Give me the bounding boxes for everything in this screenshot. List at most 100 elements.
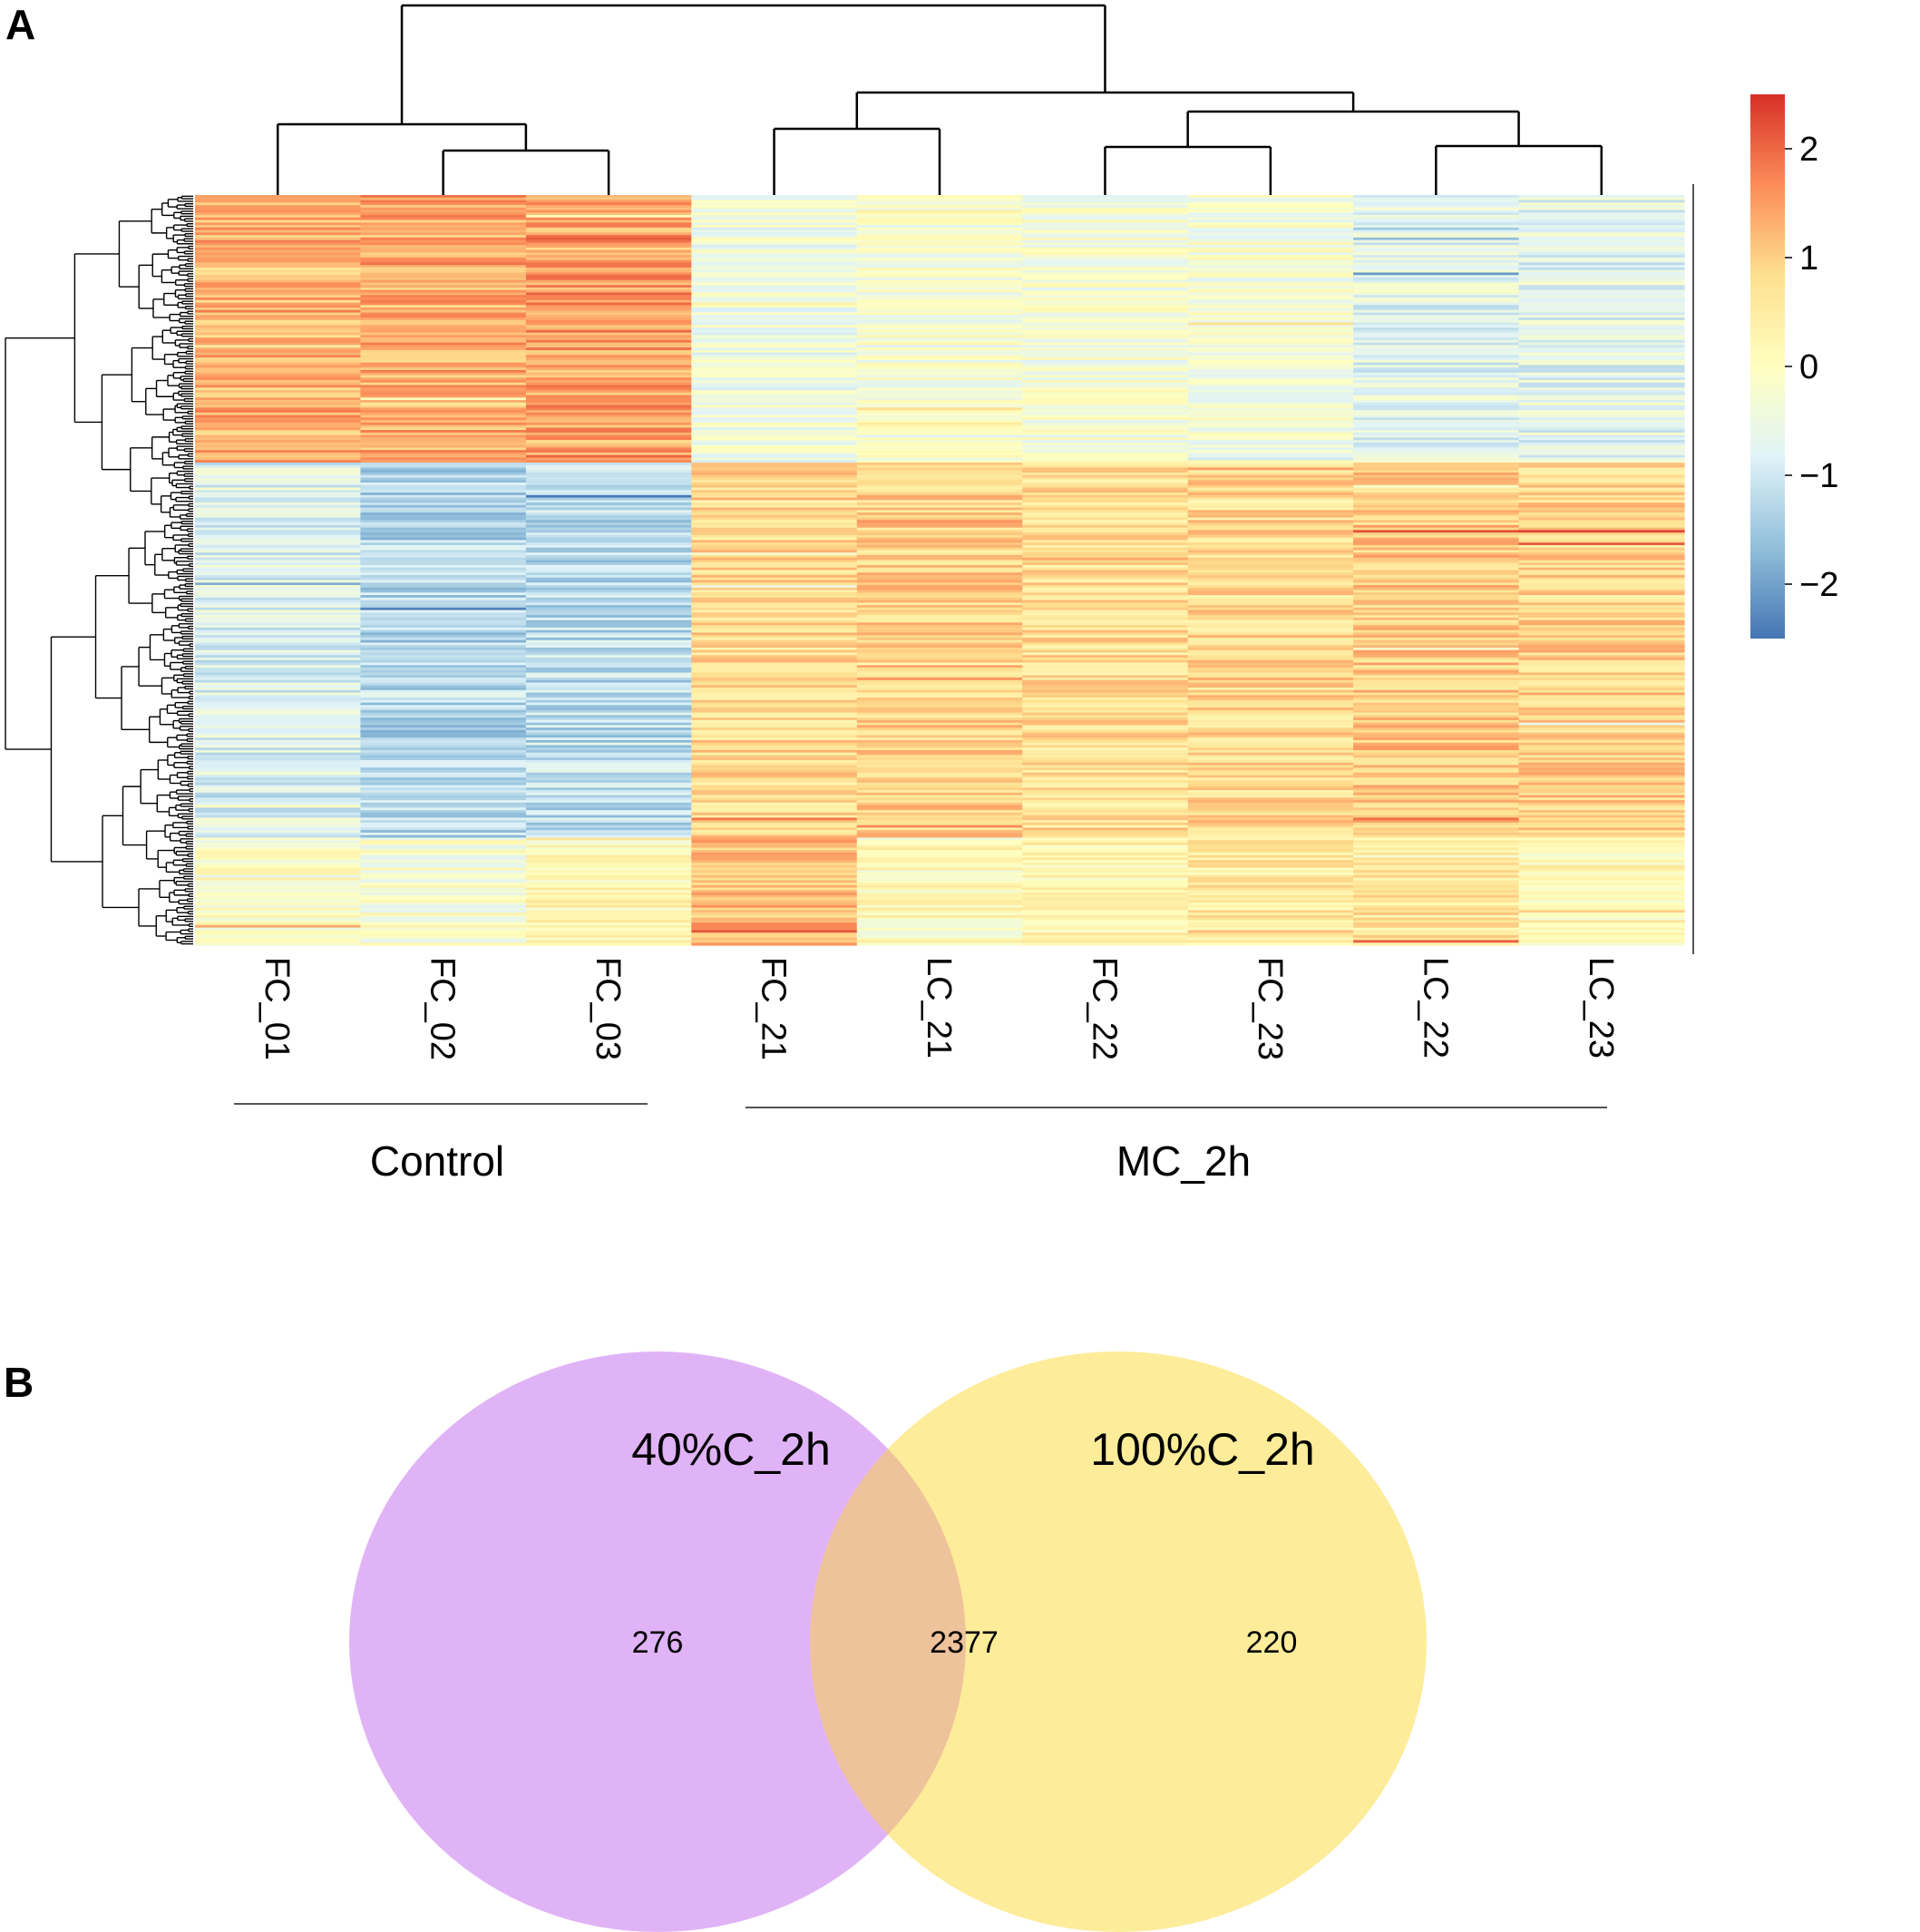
heatmap-cell <box>525 337 692 341</box>
heatmap-cell <box>1518 627 1685 631</box>
heatmap-cell <box>856 647 1023 651</box>
heatmap-cell <box>195 810 362 814</box>
heatmap-cell <box>856 210 1023 213</box>
heatmap-cell <box>360 780 527 784</box>
heatmap-cell <box>1022 542 1189 546</box>
heatmap-cell <box>1187 497 1354 501</box>
heatmap-cell <box>1353 252 1520 256</box>
heatmap-cell <box>1518 777 1685 781</box>
heatmap-cell <box>1353 562 1520 566</box>
heatmap-cell <box>195 402 362 406</box>
heatmap-cell <box>360 577 527 581</box>
heatmap-cell <box>360 709 527 714</box>
heatmap-cell <box>1518 480 1685 483</box>
heatmap-cell <box>360 522 527 526</box>
heatmap-cell <box>1353 542 1520 546</box>
heatmap-cell <box>360 332 527 336</box>
heatmap-cell <box>1353 765 1520 768</box>
heatmap-cell <box>195 517 362 521</box>
heatmap-cell <box>1022 668 1189 671</box>
venn-set-100c <box>810 1351 1427 1932</box>
heatmap-cell <box>1353 897 1520 901</box>
heatmap-cell <box>360 325 527 328</box>
heatmap-cell <box>360 642 527 646</box>
heatmap-cell <box>1022 807 1189 811</box>
heatmap-cell <box>1022 477 1189 481</box>
heatmap-cell <box>691 560 858 563</box>
heatmap-cell <box>1518 665 1685 668</box>
heatmap-cell <box>1022 850 1189 854</box>
heatmap-cell <box>1518 747 1685 751</box>
heatmap-cell <box>856 289 1023 294</box>
heatmap-cell <box>856 332 1023 336</box>
heatmap-cell <box>856 622 1023 626</box>
heatmap-cell <box>1353 407 1520 411</box>
heatmap-cell <box>1022 880 1189 883</box>
heatmap-cell <box>691 847 858 851</box>
heatmap-cell <box>1187 267 1354 271</box>
heatmap-cell <box>195 259 362 264</box>
heatmap-cell <box>1187 309 1354 314</box>
heatmap-cell <box>1187 932 1354 936</box>
heatmap-cell <box>1518 903 1685 906</box>
heatmap-cell <box>195 530 362 533</box>
heatmap-cell <box>1022 235 1189 239</box>
heatmap-cell <box>1187 795 1354 798</box>
heatmap-cell <box>195 385 362 388</box>
heatmap-cell <box>856 552 1023 556</box>
heatmap-cell <box>691 632 858 636</box>
heatmap-cell <box>360 800 527 804</box>
heatmap-cell <box>1353 698 1520 701</box>
heatmap-cell <box>1022 472 1189 476</box>
heatmap-cell <box>856 430 1023 434</box>
heatmap-cell <box>360 357 527 361</box>
heatmap-cell <box>1022 514 1189 519</box>
heatmap-cell <box>360 262 527 266</box>
heatmap-cell <box>195 612 362 616</box>
heatmap-cell <box>525 942 692 946</box>
heatmap-cell <box>691 395 858 398</box>
heatmap-cell <box>360 352 527 356</box>
heatmap-cell <box>856 239 1023 243</box>
heatmap-cell <box>525 617 692 621</box>
heatmap-cell <box>856 377 1023 381</box>
heatmap-cell <box>1353 832 1520 836</box>
heatmap-cell <box>856 940 1023 943</box>
heatmap-cell <box>1518 922 1685 926</box>
heatmap-cell <box>856 497 1023 501</box>
heatmap-cell <box>1518 217 1685 221</box>
heatmap-cell <box>1353 755 1520 758</box>
heatmap-cell <box>1022 202 1189 206</box>
heatmap-cell <box>856 557 1023 561</box>
heatmap-cell <box>856 237 1023 241</box>
heatmap-cell <box>1187 514 1354 519</box>
heatmap-cell <box>691 757 858 761</box>
heatmap-cell <box>525 577 692 581</box>
heatmap-cell <box>856 765 1023 768</box>
heatmap-cell <box>195 252 362 256</box>
heatmap-cell <box>1022 339 1189 344</box>
heatmap-cell <box>1187 552 1354 556</box>
heatmap-cell <box>360 900 527 903</box>
heatmap-cell <box>195 627 362 631</box>
heatmap-cell <box>360 392 527 396</box>
heatmap-cell <box>1022 857 1189 861</box>
heatmap-cell <box>856 242 1023 246</box>
heatmap-cell <box>856 587 1023 591</box>
heatmap-cell <box>1187 490 1354 493</box>
heatmap-cell <box>1022 580 1189 583</box>
heatmap-cell <box>1187 422 1354 426</box>
heatmap-cell <box>195 504 362 509</box>
heatmap-cell <box>691 339 858 344</box>
heatmap-cell <box>360 657 527 661</box>
heatmap-cell <box>1353 554 1520 559</box>
heatmap-cell <box>691 412 858 416</box>
heatmap-cell <box>360 315 527 318</box>
heatmap-cell <box>1353 695 1520 698</box>
heatmap-cell <box>360 402 527 406</box>
heatmap-cell <box>525 432 692 436</box>
heatmap-cell <box>195 257 362 261</box>
heatmap-cell <box>1187 782 1354 786</box>
heatmap-cell <box>525 600 692 603</box>
heatmap-cell <box>1022 452 1189 456</box>
